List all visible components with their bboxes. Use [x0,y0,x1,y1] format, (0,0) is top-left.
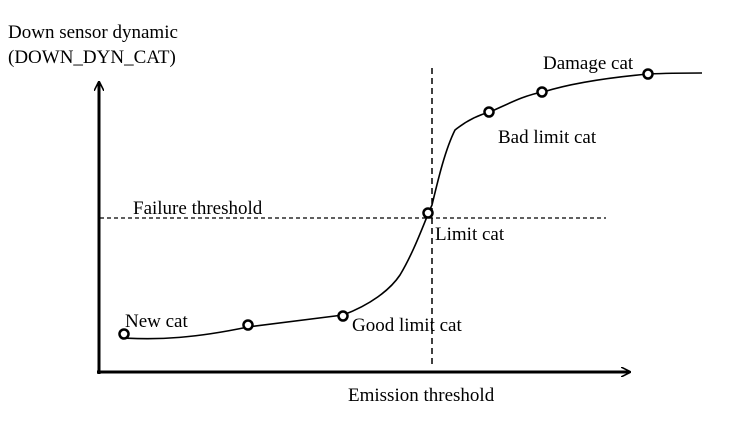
bad-limit-cat-label: Bad limit cat [498,127,597,148]
point-intermediate [242,319,254,331]
point-good-limit-cat [337,310,349,322]
x-axis-label: Emission threshold [348,385,495,406]
point-damage-cat [642,68,654,80]
good-limit-cat-label: Good limit cat [352,315,462,336]
point-damage-intermediate [536,86,548,98]
new-cat-label: New cat [125,311,188,332]
point-limit-cat [422,207,434,219]
point-bad-limit-cat [483,106,495,118]
damage-cat-label: Damage cat [543,53,634,74]
limit-cat-label: Limit cat [435,224,505,245]
point-new-cat [118,328,130,340]
y-axis-label-line2: (DOWN_DYN_CAT) [8,47,176,68]
failure-threshold-label: Failure threshold [133,198,263,219]
y-axis-label-line1: Down sensor dynamic [8,22,178,43]
